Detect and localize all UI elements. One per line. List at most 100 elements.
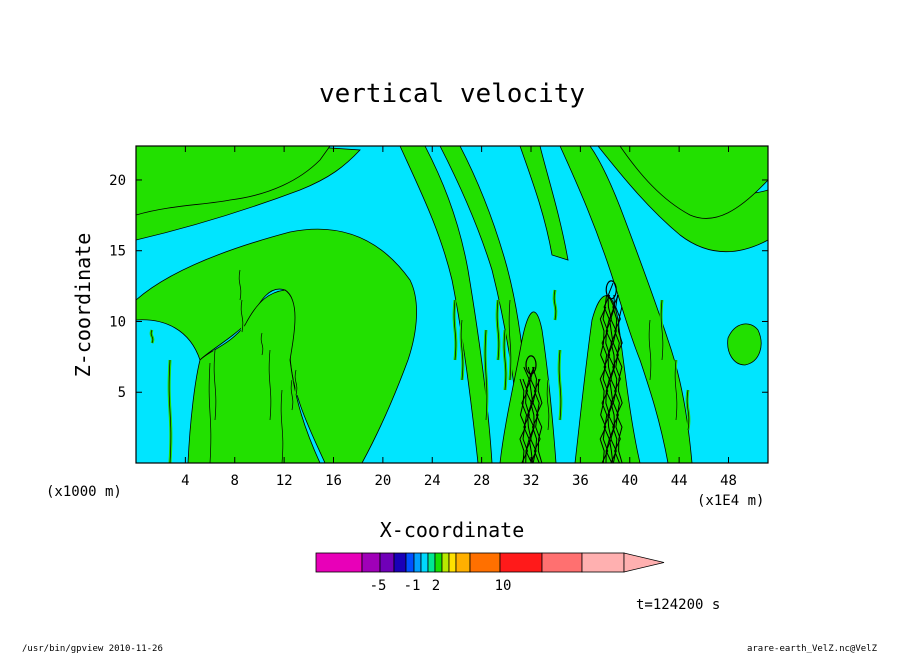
- x-tick-label: 44: [671, 473, 688, 489]
- updraft-contour: [603, 294, 611, 463]
- updraft-contour: [616, 306, 623, 463]
- filament-contour: [660, 299, 664, 361]
- filament-contour: [290, 379, 294, 411]
- x-tick-label: 48: [720, 473, 737, 489]
- x-tick-label: 24: [424, 473, 441, 489]
- filament-contour: [460, 319, 464, 381]
- colorbar-segment: [315, 552, 363, 573]
- colorbar-segment: [448, 552, 457, 573]
- filament-contour: [553, 289, 557, 321]
- filament-contour: [280, 389, 284, 463]
- colorbar: -5 -1 2 10: [315, 552, 665, 594]
- updraft-contour: [601, 294, 609, 463]
- filament-contour: [496, 299, 500, 361]
- time-label: t=124200 s: [636, 597, 720, 613]
- filament-contour: [648, 319, 652, 381]
- filament-contour: [238, 269, 242, 301]
- filament-contour: [294, 369, 298, 396]
- x-tick-label: 40: [621, 473, 638, 489]
- positive-region: [619, 146, 768, 219]
- updraft-contour: [599, 306, 607, 463]
- x-axis-label: X-coordinate: [380, 518, 525, 542]
- x-tick-label: 12: [276, 473, 293, 489]
- filament-contour: [546, 379, 550, 431]
- filament-contour: [686, 389, 690, 431]
- colorbar-segment: [413, 552, 422, 573]
- filament-contour: [240, 299, 244, 333]
- colorbar-segment: [455, 552, 471, 573]
- colorbar-segment: [427, 552, 436, 573]
- x-tick-label: 20: [374, 473, 391, 489]
- footer-left: /usr/bin/gpview 2010-11-26: [22, 644, 163, 654]
- updraft-contour: [605, 294, 613, 463]
- updraft-contour: [533, 378, 541, 463]
- colorbar-tick-label: 10: [495, 578, 512, 594]
- colorbar-tick-label: 2: [432, 578, 440, 594]
- filament-contour: [484, 329, 488, 421]
- colorbar-tick-label: -5: [370, 578, 387, 594]
- chart-title: vertical velocity: [319, 79, 585, 109]
- x-unit-right: (x1E4 m): [697, 493, 764, 509]
- colorbar-segment: [469, 552, 501, 573]
- x-unit-left: (x1000 m): [46, 484, 122, 500]
- colorbar-tick-label: -1: [404, 578, 421, 594]
- positive-region: [727, 323, 762, 366]
- y-axis-label: Z-coordinate: [71, 233, 95, 378]
- x-tick-label: 36: [572, 473, 589, 489]
- x-tick-label: 4: [181, 473, 189, 489]
- y-tick-label: 5: [118, 385, 126, 401]
- filament-contour: [558, 349, 562, 421]
- y-ticks: 5 10 15 20: [109, 173, 768, 401]
- filament-contour: [508, 299, 512, 381]
- colorbar-extend-arrow: [623, 552, 665, 573]
- updraft-contour: [535, 378, 543, 463]
- colorbar-segment: [361, 552, 381, 573]
- positive-region: [399, 146, 493, 463]
- filament-contour: [268, 349, 272, 421]
- colorbar-segment: [581, 552, 625, 573]
- updraft-contour: [607, 282, 615, 463]
- updraft-core-contour: [605, 280, 617, 300]
- updraft-contour: [523, 366, 530, 463]
- updraft-contour: [531, 366, 539, 463]
- filament-contour: [150, 329, 154, 344]
- plot-frame: [135, 145, 769, 464]
- x-tick-label: 32: [523, 473, 540, 489]
- x-ticks: 4 8 12 16 20 24 28 32 36 40 44 48: [181, 146, 737, 489]
- colorbar-segment: [379, 552, 395, 573]
- colorbar-segment: [434, 552, 443, 573]
- x-tick-label: 28: [473, 473, 490, 489]
- updraft-contour-layer: [519, 280, 623, 463]
- y-tick-label: 20: [109, 173, 126, 189]
- x-tick-label: 16: [325, 473, 342, 489]
- y-tick-label: 10: [109, 314, 126, 330]
- updraft-core-contour: [525, 355, 537, 375]
- updraft-contour: [525, 366, 533, 463]
- filament-contour: [208, 362, 212, 463]
- updraft-contour: [530, 366, 537, 463]
- colorbar-segment: [499, 552, 543, 573]
- filament-contour: [453, 299, 457, 361]
- colorbar-segment: [541, 552, 583, 573]
- colorbar-segment: [441, 552, 450, 573]
- colorbar-segment: [420, 552, 429, 573]
- positive-region: [499, 311, 557, 463]
- updraft-contour: [612, 294, 619, 463]
- positive-region: [519, 146, 569, 261]
- positive-region-layer: [136, 146, 768, 463]
- x-tick-label: 8: [231, 473, 239, 489]
- filament-contour: [260, 332, 264, 356]
- colorbar-segment: [393, 552, 407, 573]
- filament-contour: [503, 329, 507, 391]
- updraft-contour: [527, 366, 535, 463]
- updraft-contour: [614, 294, 621, 463]
- positive-region: [136, 146, 331, 216]
- footer-right: arare-earth_VelZ.nc@VelZ: [747, 644, 878, 654]
- filament-contour: [674, 359, 678, 421]
- y-tick-label: 15: [109, 244, 126, 260]
- colorbar-segment: [405, 552, 415, 573]
- filament-contour: [168, 359, 172, 463]
- filament-contour: [213, 349, 217, 421]
